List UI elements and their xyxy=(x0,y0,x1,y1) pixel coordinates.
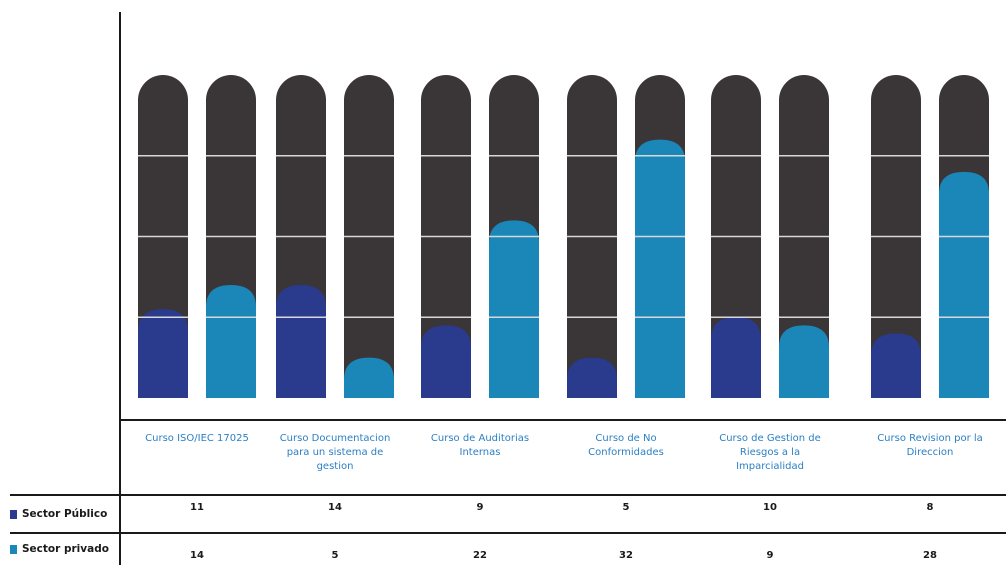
category-label: Curso de Auditorias Internas xyxy=(430,433,530,458)
bar-publico xyxy=(567,357,617,398)
row-label-text: Sector privado xyxy=(22,543,109,555)
value-privado: 22 xyxy=(473,550,487,561)
bar-privado xyxy=(635,139,685,398)
bar-privado xyxy=(344,357,394,398)
bar-privado xyxy=(489,220,539,398)
bar-privado xyxy=(206,284,256,398)
value-publico: 11 xyxy=(190,502,204,513)
category-label: Curso Documentacion para un sistema de g… xyxy=(279,433,391,472)
bar-publico xyxy=(138,309,188,398)
category-label: Curso de Gestion de Riesgos a la Imparci… xyxy=(719,433,821,472)
value-publico: 5 xyxy=(622,502,630,513)
value-privado: 5 xyxy=(331,550,339,561)
value-privado: 9 xyxy=(766,550,774,561)
legend-swatch-publico xyxy=(10,509,17,519)
bar-publico xyxy=(276,284,326,398)
row-label-sector-privado: Sector privado xyxy=(10,543,109,555)
table-top-line xyxy=(119,419,1006,421)
legend-swatch-privado xyxy=(10,544,17,554)
value-publico: 8 xyxy=(926,502,934,513)
bar-publico xyxy=(421,325,471,398)
bar-privado xyxy=(779,325,829,398)
value-privado: 14 xyxy=(190,550,204,561)
bar-publico xyxy=(711,317,761,398)
value-publico: 10 xyxy=(763,502,777,513)
value-publico: 14 xyxy=(328,502,342,513)
table-row-line-2 xyxy=(10,532,1006,534)
value-privado: 28 xyxy=(923,550,937,561)
row-label-sector-publico: Sector Público xyxy=(10,508,107,520)
y-axis-line xyxy=(119,12,121,565)
category-label: Curso Revision por la Direccion xyxy=(877,433,983,458)
bar-publico xyxy=(871,333,921,398)
value-publico: 9 xyxy=(476,502,484,513)
row-label-text: Sector Público xyxy=(22,508,108,520)
value-privado: 32 xyxy=(619,550,633,561)
category-label: Curso de No Conformidades xyxy=(588,433,664,458)
table-row-line-1 xyxy=(10,494,1006,496)
bar-privado xyxy=(939,171,989,398)
category-label: Curso ISO/IEC 17025 xyxy=(145,433,249,444)
